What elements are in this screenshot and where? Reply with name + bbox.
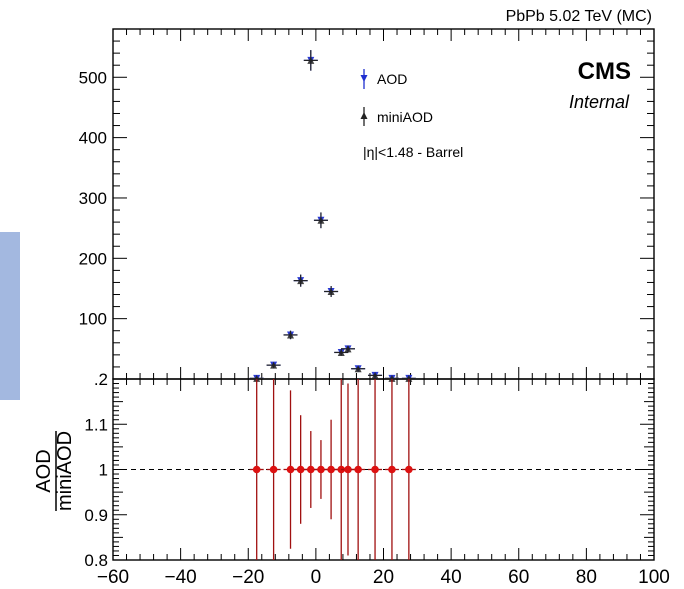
x-tick-label: 20 <box>373 567 394 588</box>
legend-miniaod-marker <box>360 112 368 119</box>
miniaod-point <box>327 288 335 295</box>
ratio-y-tick-label: .2 <box>94 370 108 389</box>
x-tick-label: 100 <box>638 567 670 588</box>
ratio-y-tick-label: 0.8 <box>84 551 108 570</box>
ratio-y-tick-label: 1.1 <box>84 415 108 434</box>
ratio-y-axis-title: AOD miniAOD <box>33 431 76 511</box>
ratio-y-tick-label: 1 <box>99 461 108 480</box>
miniaod-point <box>287 331 295 339</box>
x-tick-label: −60 <box>97 567 129 588</box>
miniaod-point <box>297 277 305 285</box>
chart-title: PbPb 5.02 TeV (MC) <box>506 8 652 25</box>
ratio-point <box>286 465 295 474</box>
main-y-tick-label: 200 <box>79 249 107 268</box>
miniaod-point <box>317 216 325 224</box>
legend-miniaod-label: miniAOD <box>377 109 433 125</box>
cms-label: CMS <box>578 58 631 85</box>
legend-aod-label: AOD <box>377 71 407 87</box>
miniaod-point <box>270 361 278 369</box>
miniaod-point <box>337 348 345 356</box>
main-y-tick-label: 400 <box>79 129 107 148</box>
ratio-point <box>405 465 413 474</box>
left-side-bar <box>0 232 20 400</box>
ratio-point <box>354 465 362 474</box>
ratio-y-denominator: miniAOD <box>54 431 76 511</box>
miniaod-point <box>354 365 362 373</box>
main-y-tick-label: 100 <box>79 310 107 329</box>
internal-label: Internal <box>569 92 630 112</box>
miniaod-point <box>388 374 396 382</box>
ratio-point <box>307 465 315 474</box>
x-tick-label: 80 <box>576 567 597 588</box>
x-tick-label: −20 <box>232 567 264 588</box>
miniaod-point <box>344 345 352 353</box>
miniaod-point <box>371 371 379 379</box>
x-tick-label: 40 <box>441 567 462 588</box>
ratio-point <box>296 465 305 474</box>
ratio-point <box>344 465 352 474</box>
miniaod-point <box>405 374 413 382</box>
miniaod-point <box>307 56 315 64</box>
x-tick-label: 60 <box>508 567 529 588</box>
ratio-point <box>269 465 278 474</box>
ratio-point <box>388 465 396 474</box>
region-label: |η|<1.48 - Barrel <box>363 144 463 160</box>
ratio-point <box>327 465 335 474</box>
x-tick-label: 0 <box>311 567 322 588</box>
main-y-tick-label: 300 <box>79 189 107 208</box>
legend-aod-marker <box>360 75 368 82</box>
ratio-point <box>317 465 325 474</box>
main-y-tick-label: 500 <box>79 68 107 87</box>
ratio-point <box>252 465 261 474</box>
ratio-y-tick-label: 0.9 <box>84 506 108 525</box>
miniaod-point <box>253 374 261 382</box>
ratio-y-numerator: AOD <box>33 449 55 492</box>
x-tick-label: −40 <box>165 567 197 588</box>
legend: AOD miniAOD <box>360 69 433 126</box>
ratio-point <box>371 465 379 474</box>
